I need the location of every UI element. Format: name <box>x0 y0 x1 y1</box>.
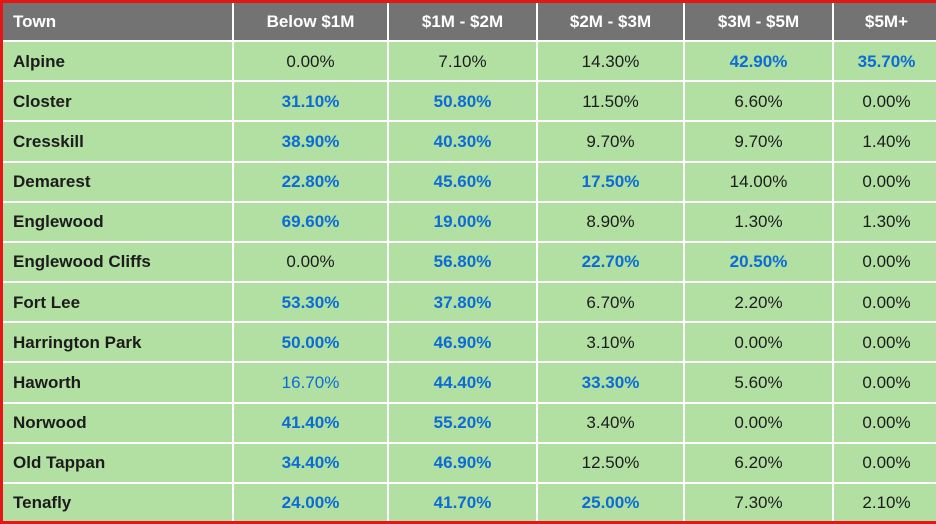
value-cell: 2.10% <box>832 481 936 521</box>
value-cell: 53.30% <box>232 281 388 323</box>
value-cell: 17.50% <box>536 160 684 202</box>
value-cell: 8.90% <box>536 200 684 242</box>
value-cell: 34.40% <box>232 441 388 483</box>
table-row: Demarest 22.80% 45.60% 17.50% 14.00% 0.00% <box>3 160 936 202</box>
table-body: Alpine 0.00% 7.10% 14.30% 42.90% 35.70% Closte… <box>3 39 936 521</box>
town-cell: Englewood <box>3 200 233 242</box>
value-cell: 35.70% <box>832 39 936 82</box>
value-cell: 0.00% <box>832 401 936 443</box>
value-cell: 41.70% <box>387 481 537 521</box>
value-cell: 2.20% <box>683 281 833 323</box>
value-cell: 11.50% <box>536 80 684 122</box>
pricing-table: Town Below $1M $1M - $2M $2M - $3M $3M -… <box>3 3 936 521</box>
value-cell: 1.40% <box>832 120 936 162</box>
value-cell: 50.80% <box>387 80 537 122</box>
town-cell: Old Tappan <box>3 441 233 483</box>
value-cell: 0.00% <box>832 321 936 363</box>
value-cell: 33.30% <box>536 361 684 403</box>
table-row: Closter 31.10% 50.80% 11.50% 6.60% 0.00% <box>3 80 936 122</box>
value-cell: 22.70% <box>536 240 684 283</box>
table-row: Old Tappan 34.40% 46.90% 12.50% 6.20% 0.00% <box>3 441 936 483</box>
value-cell: 14.30% <box>536 39 684 82</box>
value-cell: 1.30% <box>832 200 936 242</box>
value-cell: 6.70% <box>536 281 684 323</box>
value-cell: 40.30% <box>387 120 537 162</box>
value-cell: 50.00% <box>232 321 388 363</box>
table-row: Cresskill 38.90% 40.30% 9.70% 9.70% 1.40% <box>3 120 936 162</box>
column-header-2m-3m: $2M - $3M <box>536 3 684 41</box>
value-cell: 14.00% <box>683 160 833 202</box>
value-cell: 38.90% <box>232 120 388 162</box>
value-cell: 37.80% <box>387 281 537 323</box>
value-cell: 16.70% <box>232 361 388 403</box>
town-cell: Alpine <box>3 39 233 82</box>
value-cell: 0.00% <box>832 361 936 403</box>
value-cell: 6.20% <box>683 441 833 483</box>
value-cell: 12.50% <box>536 441 684 483</box>
value-cell: 46.90% <box>387 441 537 483</box>
column-header-3m-5m: $3M - $5M <box>683 3 833 41</box>
table-header: Town Below $1M $1M - $2M $2M - $3M $3M -… <box>3 3 936 41</box>
value-cell: 0.00% <box>683 401 833 443</box>
value-cell: 5.60% <box>683 361 833 403</box>
value-cell: 31.10% <box>232 80 388 122</box>
value-cell: 45.60% <box>387 160 537 202</box>
header-row: Town Below $1M $1M - $2M $2M - $3M $3M -… <box>3 3 936 41</box>
value-cell: 0.00% <box>832 240 936 283</box>
table-row: Tenafly 24.00% 41.70% 25.00% 7.30% 2.10% <box>3 481 936 521</box>
value-cell: 41.40% <box>232 401 388 443</box>
value-cell: 1.30% <box>683 200 833 242</box>
value-cell: 69.60% <box>232 200 388 242</box>
table-row: Englewood Cliffs 0.00% 56.80% 22.70% 20.50% 0… <box>3 240 936 283</box>
value-cell: 22.80% <box>232 160 388 202</box>
town-cell: Harrington Park <box>3 321 233 363</box>
value-cell: 44.40% <box>387 361 537 403</box>
value-cell: 0.00% <box>832 160 936 202</box>
town-cell: Demarest <box>3 160 233 202</box>
value-cell: 20.50% <box>683 240 833 283</box>
value-cell: 3.10% <box>536 321 684 363</box>
town-cell: Cresskill <box>3 120 233 162</box>
value-cell: 0.00% <box>832 281 936 323</box>
value-cell: 25.00% <box>536 481 684 521</box>
value-cell: 42.90% <box>683 39 833 82</box>
value-cell: 0.00% <box>232 240 388 283</box>
value-cell: 0.00% <box>683 321 833 363</box>
value-cell: 19.00% <box>387 200 537 242</box>
table-row: Alpine 0.00% 7.10% 14.30% 42.90% 35.70% <box>3 39 936 82</box>
value-cell: 7.10% <box>387 39 537 82</box>
town-cell: Englewood Cliffs <box>3 240 233 283</box>
column-header-5m-plus: $5M+ <box>832 3 936 41</box>
column-header-below-1m: Below $1M <box>232 3 388 41</box>
town-cell: Fort Lee <box>3 281 233 323</box>
value-cell: 9.70% <box>536 120 684 162</box>
town-cell: Tenafly <box>3 481 233 521</box>
value-cell: 3.40% <box>536 401 684 443</box>
table-row: Englewood 69.60% 19.00% 8.90% 1.30% 1.30% <box>3 200 936 242</box>
town-cell: Haworth <box>3 361 233 403</box>
value-cell: 6.60% <box>683 80 833 122</box>
table-row: Fort Lee 53.30% 37.80% 6.70% 2.20% 0.00% <box>3 281 936 323</box>
town-cell: Norwood <box>3 401 233 443</box>
value-cell: 9.70% <box>683 120 833 162</box>
table-row: Haworth 16.70% 44.40% 33.30% 5.60% 0.00% <box>3 361 936 403</box>
value-cell: 0.00% <box>832 441 936 483</box>
column-header-town: Town <box>3 3 233 41</box>
town-cell: Closter <box>3 80 233 122</box>
value-cell: 24.00% <box>232 481 388 521</box>
value-cell: 0.00% <box>232 39 388 82</box>
value-cell: 7.30% <box>683 481 833 521</box>
value-cell: 56.80% <box>387 240 537 283</box>
value-cell: 0.00% <box>832 80 936 122</box>
value-cell: 55.20% <box>387 401 537 443</box>
column-header-1m-2m: $1M - $2M <box>387 3 537 41</box>
value-cell: 46.90% <box>387 321 537 363</box>
table-row: Harrington Park 50.00% 46.90% 3.10% 0.00% 0.0… <box>3 321 936 363</box>
table-row: Norwood 41.40% 55.20% 3.40% 0.00% 0.00% <box>3 401 936 443</box>
